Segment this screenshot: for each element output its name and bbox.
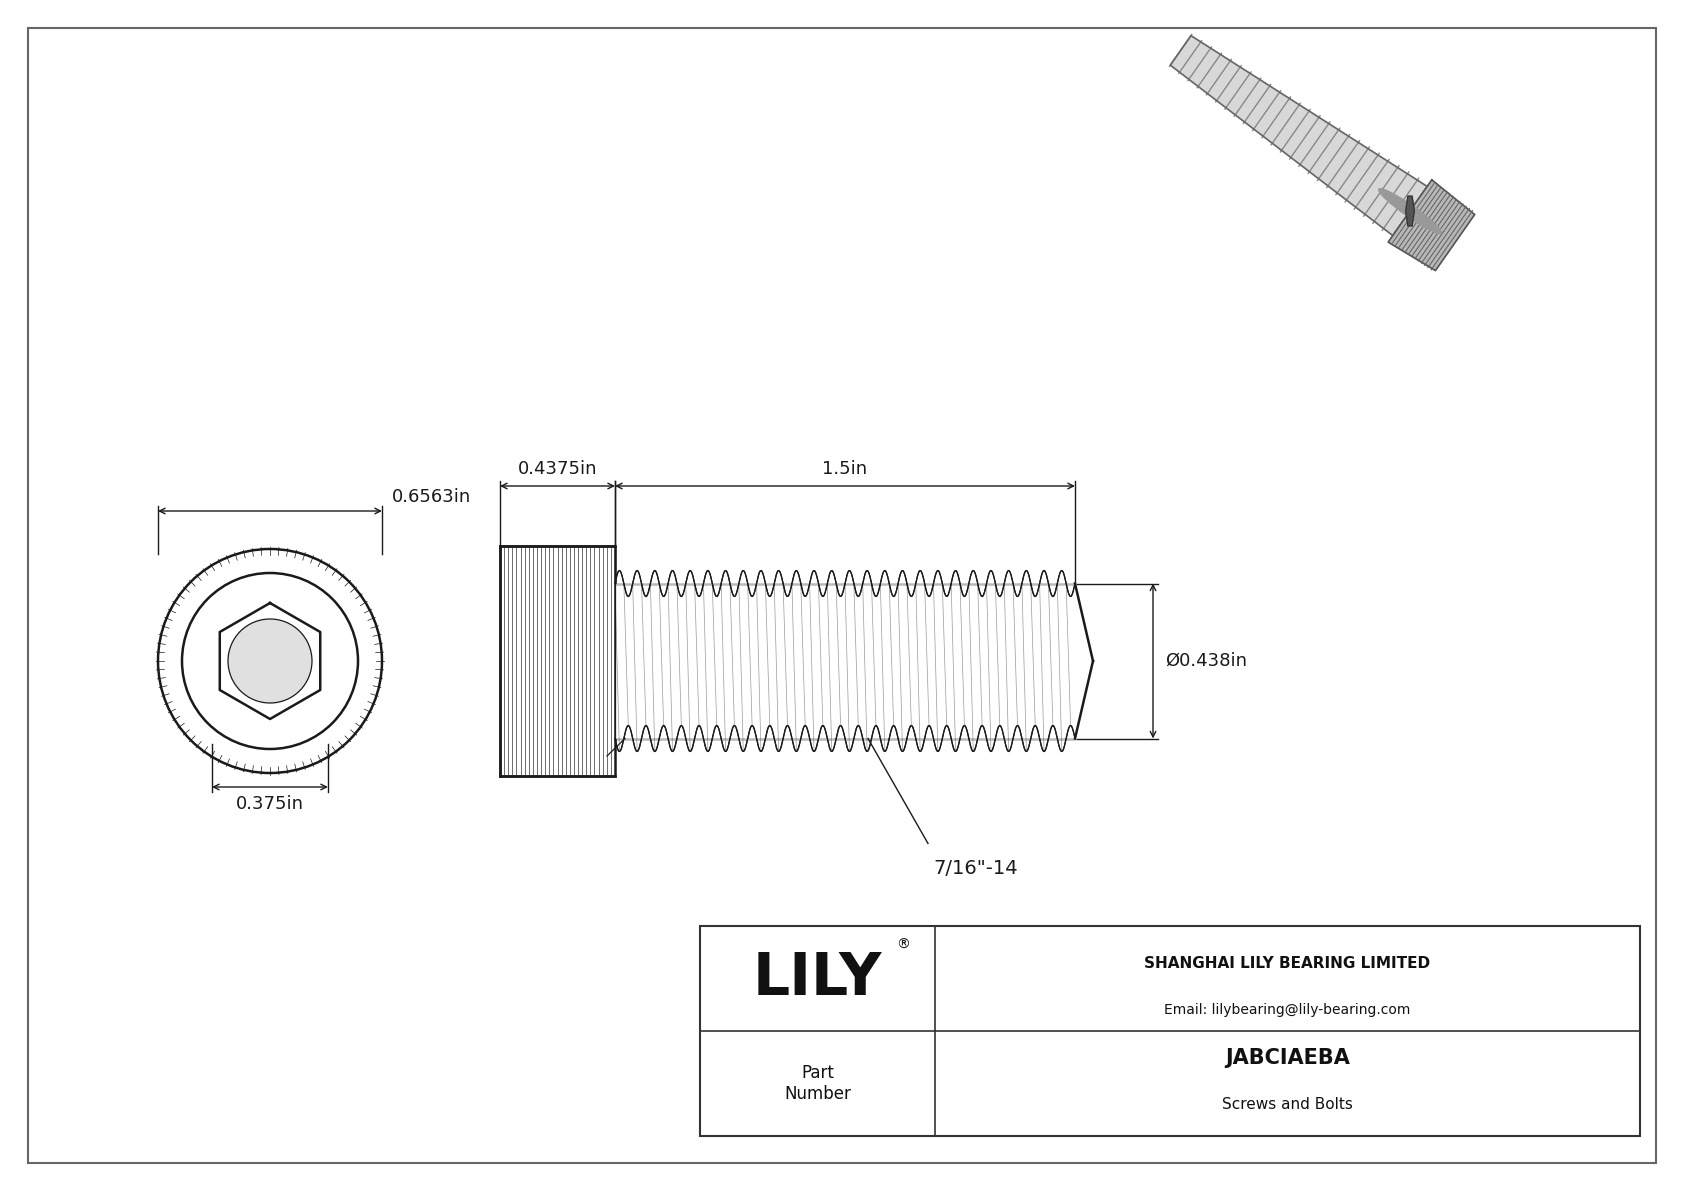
Circle shape xyxy=(227,619,312,703)
Text: Ø0.438in: Ø0.438in xyxy=(1165,651,1246,671)
Bar xyxy=(500,545,615,777)
Text: JABCIAEBA: JABCIAEBA xyxy=(1224,1048,1351,1068)
Polygon shape xyxy=(1388,180,1475,270)
Ellipse shape xyxy=(1379,188,1442,233)
Text: LILY: LILY xyxy=(753,950,882,1008)
Text: SHANGHAI LILY BEARING LIMITED: SHANGHAI LILY BEARING LIMITED xyxy=(1145,956,1431,972)
Text: Screws and Bolts: Screws and Bolts xyxy=(1223,1097,1352,1112)
Circle shape xyxy=(158,549,382,773)
Text: 0.375in: 0.375in xyxy=(236,796,305,813)
Polygon shape xyxy=(1170,36,1428,236)
Bar xyxy=(701,925,1640,1136)
Text: 0.4375in: 0.4375in xyxy=(517,460,598,478)
Text: 7/16"-14: 7/16"-14 xyxy=(933,859,1017,878)
Text: ®: ® xyxy=(896,939,909,952)
Polygon shape xyxy=(1406,197,1415,226)
Text: 1.5in: 1.5in xyxy=(822,460,867,478)
Text: Email: lilybearing@lily-bearing.com: Email: lilybearing@lily-bearing.com xyxy=(1164,1003,1411,1017)
Text: Part
Number: Part Number xyxy=(785,1064,850,1103)
Circle shape xyxy=(182,573,359,749)
Bar xyxy=(615,584,1074,738)
Text: 0.6563in: 0.6563in xyxy=(392,488,472,506)
